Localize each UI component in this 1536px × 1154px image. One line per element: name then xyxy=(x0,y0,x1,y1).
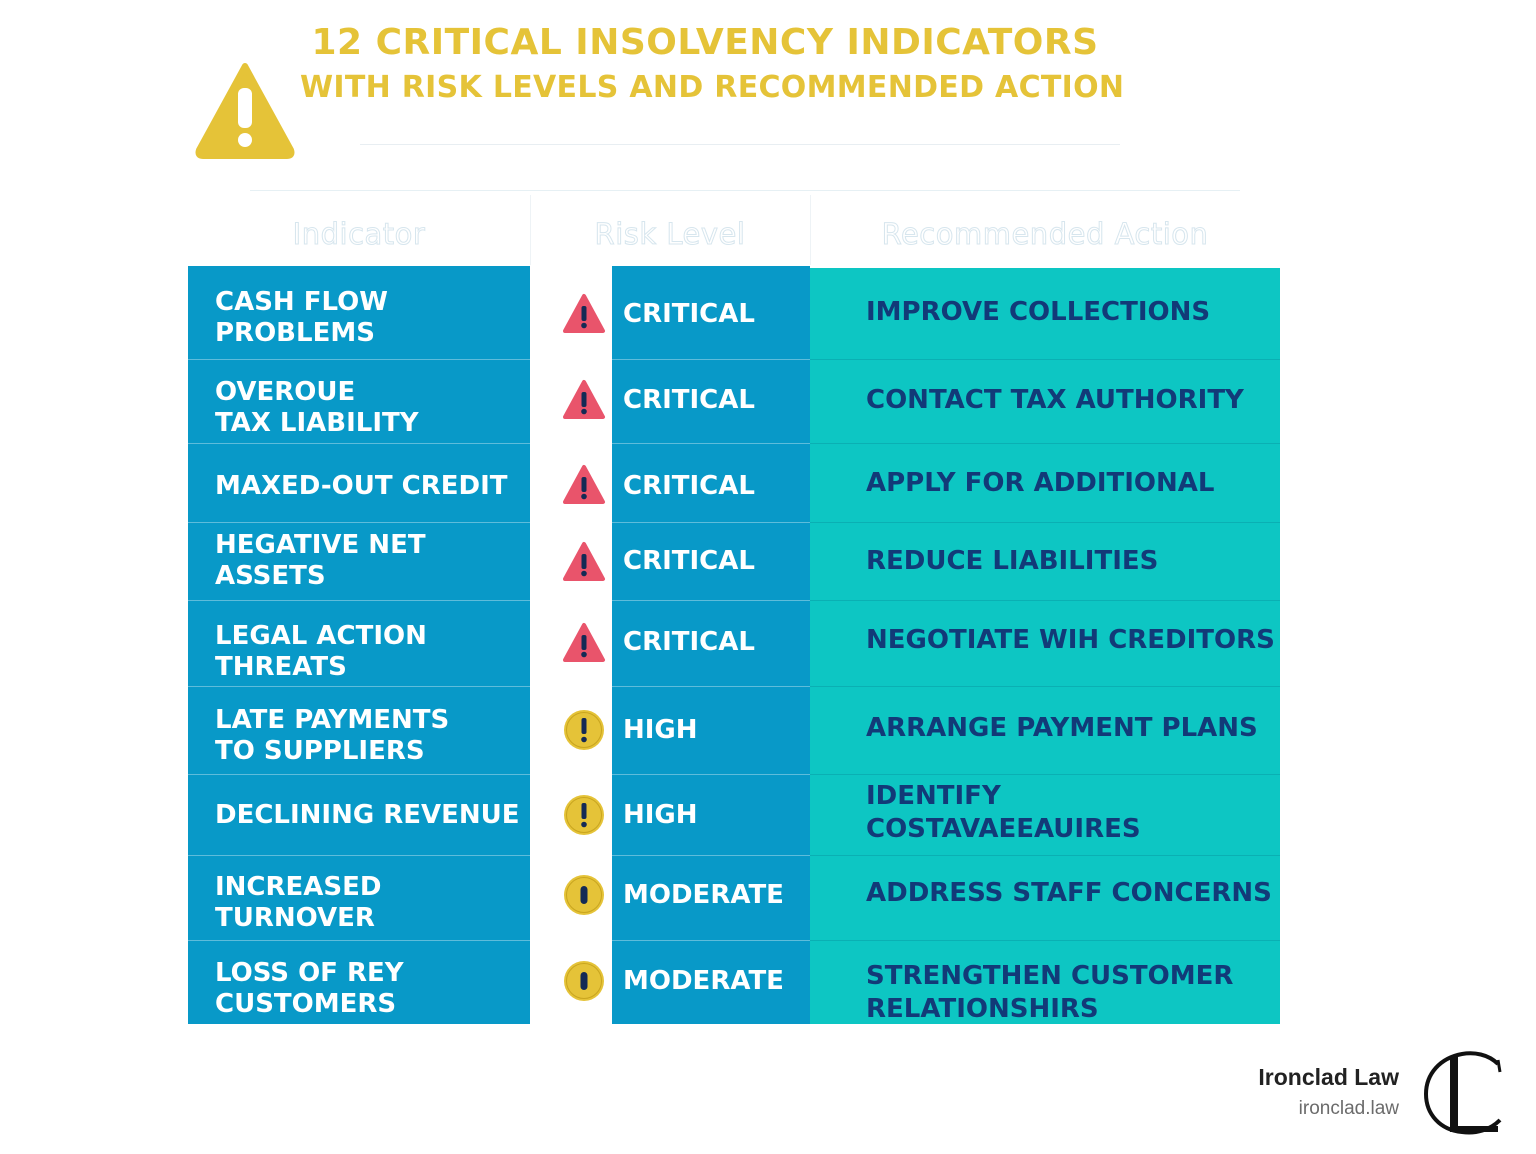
risk-level-cell: MODERATE xyxy=(623,966,784,996)
ironclad-cl-monogram-icon xyxy=(1423,1051,1502,1135)
indicator-cell: MAXED-OUT CREDIT xyxy=(215,470,508,501)
column-header-indicator: Indicator xyxy=(292,217,426,252)
risk-level-cell: CRITICAL xyxy=(623,546,755,576)
risk-level-cell: HIGH xyxy=(623,715,698,745)
row-divider xyxy=(188,940,530,941)
row-divider xyxy=(810,600,1280,601)
indicator-cell: DECLINING REVENUE xyxy=(215,799,520,830)
page-title: 12 CRITICAL INSOLVENCY INDICATORS xyxy=(311,22,1099,63)
risk-level-cell: MODERATE xyxy=(623,880,784,910)
row-divider xyxy=(810,855,1280,856)
indicator-cell: INCREASED TURNOVER xyxy=(215,872,382,933)
indicator-column xyxy=(188,266,530,1024)
row-divider xyxy=(612,600,810,601)
action-cell: ARRANGE PAYMENT PLANS xyxy=(866,712,1258,743)
action-cell: APPLY FOR ADDITIONAL xyxy=(866,467,1215,498)
page-subtitle: WITH RISK LEVELS AND RECOMMENDED ACTION xyxy=(300,70,1125,105)
header-column-divider xyxy=(530,195,531,265)
row-divider xyxy=(612,855,810,856)
red-warning-triangle-icon xyxy=(563,623,605,662)
row-divider xyxy=(810,686,1280,687)
risk-level-cell: CRITICAL xyxy=(623,627,755,657)
row-divider xyxy=(612,443,810,444)
row-divider xyxy=(188,686,530,687)
row-divider xyxy=(188,359,530,360)
row-divider xyxy=(810,522,1280,523)
title-divider xyxy=(360,144,1120,145)
column-header-risk-level: Risk Level xyxy=(594,217,746,252)
action-cell: REDUCE LIABILITIES xyxy=(866,545,1159,576)
red-warning-triangle-icon xyxy=(563,380,605,419)
risk-level-column xyxy=(612,266,810,1024)
indicator-cell: LEGAL ACTION THREATS xyxy=(215,621,427,682)
brand-name: Ironclad Law xyxy=(1258,1064,1399,1090)
row-divider xyxy=(810,359,1280,360)
yellow-exclamation-circle-icon xyxy=(564,795,604,835)
recommended-action-column xyxy=(810,268,1280,1024)
row-divider xyxy=(612,359,810,360)
indicator-cell: CASH FLOW PROBLEMS xyxy=(215,287,388,348)
action-cell: ADDRESS STAFF CONCERNS xyxy=(866,877,1272,908)
action-cell: STRENGTHEN CUSTOMER RELATIONSHIRS xyxy=(866,961,1234,1024)
risk-level-cell: CRITICAL xyxy=(623,299,755,329)
row-divider xyxy=(612,686,810,687)
risk-level-cell: HIGH xyxy=(623,800,698,830)
indicator-cell: OVEROUE TAX LIABILITY xyxy=(215,377,419,438)
warning-triangle-icon xyxy=(195,63,295,159)
row-divider xyxy=(810,940,1280,941)
yellow-info-circle-icon xyxy=(564,961,604,1001)
brand-url: ironclad.law xyxy=(1298,1098,1399,1119)
row-divider xyxy=(810,774,1280,775)
column-header-recommended-action: Recommended Action xyxy=(881,217,1209,252)
action-cell: IMPROVE COLLECTIONS xyxy=(866,296,1211,327)
header-column-divider xyxy=(810,195,811,265)
red-warning-triangle-icon xyxy=(563,294,605,333)
yellow-info-circle-icon xyxy=(564,875,604,915)
header-divider xyxy=(250,190,1240,191)
row-divider xyxy=(188,774,530,775)
action-cell: IDENTIFY COSTAVAEEAUIRES xyxy=(866,781,1141,844)
action-cell: CONTACT TAX AUTHORITY xyxy=(866,384,1244,415)
indicator-cell: LOSS OF REY CUSTOMERS xyxy=(215,958,404,1019)
row-divider xyxy=(188,443,530,444)
row-divider xyxy=(612,522,810,523)
action-cell: NEGOTIATE WIH CREDITORS xyxy=(866,624,1275,655)
row-divider xyxy=(188,522,530,523)
indicator-cell: HEGATIVE NET ASSETS xyxy=(215,530,426,591)
red-warning-triangle-icon xyxy=(563,465,605,504)
risk-level-cell: CRITICAL xyxy=(623,471,755,501)
row-divider xyxy=(810,443,1280,444)
row-divider xyxy=(188,600,530,601)
red-warning-triangle-icon xyxy=(563,542,605,581)
risk-level-cell: CRITICAL xyxy=(623,385,755,415)
indicator-cell: LATE PAYMENTS TO SUPPLIERS xyxy=(215,705,450,766)
row-divider xyxy=(612,940,810,941)
row-divider xyxy=(188,855,530,856)
row-divider xyxy=(612,774,810,775)
yellow-exclamation-circle-icon xyxy=(564,710,604,750)
